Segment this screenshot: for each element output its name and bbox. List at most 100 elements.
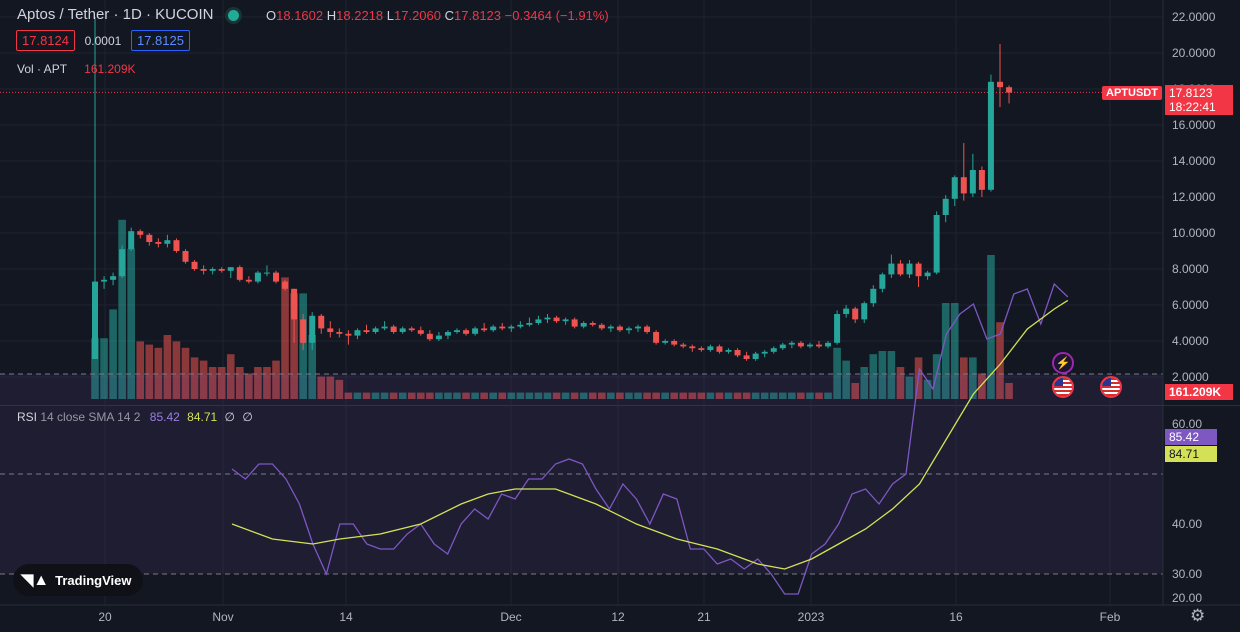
volume-bar bbox=[806, 392, 814, 399]
us-flag-event-icon[interactable] bbox=[1052, 376, 1074, 398]
volume-bar bbox=[652, 392, 660, 399]
volume-bar bbox=[543, 392, 552, 399]
candle-body bbox=[463, 330, 470, 334]
candle-body bbox=[788, 342, 795, 345]
candle-body bbox=[933, 215, 940, 273]
volume-bar bbox=[417, 392, 425, 399]
candle-body bbox=[969, 170, 976, 194]
sma-axis-label: 84.71 bbox=[1165, 446, 1217, 462]
candle-body bbox=[164, 240, 171, 244]
candle-body bbox=[426, 333, 433, 340]
ticker-label: APTUSDT bbox=[1102, 86, 1162, 100]
volume-bar bbox=[127, 248, 135, 399]
volume-axis-label: 161.209K bbox=[1165, 384, 1233, 400]
candle-body bbox=[707, 346, 714, 350]
candle-body bbox=[825, 342, 832, 347]
candle-body bbox=[915, 263, 922, 277]
settings-gear-icon[interactable]: ⚙ bbox=[1190, 606, 1206, 625]
time-tick-label: 20 bbox=[98, 610, 112, 624]
candle-body bbox=[689, 346, 696, 349]
candle-body bbox=[761, 351, 768, 354]
sell-button[interactable]: 17.8124 bbox=[16, 30, 75, 51]
buy-button[interactable]: 17.8125 bbox=[130, 30, 190, 51]
candle-body bbox=[861, 303, 868, 320]
volume-bar bbox=[335, 379, 344, 399]
volume-bar bbox=[136, 341, 145, 399]
candle-body bbox=[336, 332, 343, 334]
volume-bar bbox=[788, 392, 796, 399]
volume-bar bbox=[317, 376, 326, 399]
rsi-line bbox=[231, 282, 1069, 595]
volume-bar bbox=[869, 354, 878, 399]
volume-bar bbox=[579, 392, 588, 399]
volume-bar bbox=[842, 360, 850, 399]
price-tick-label: 4.0000 bbox=[1172, 334, 1209, 348]
volume-bar bbox=[190, 357, 199, 399]
us-flag-event-icon-2[interactable] bbox=[1100, 376, 1122, 398]
volume-bar bbox=[462, 392, 470, 399]
candle-body bbox=[716, 346, 723, 352]
tradingview-logo[interactable]: ⁠◥▲ TradingView bbox=[13, 564, 144, 596]
ohlc-legend: O18.1602 H18.2218 L17.2060 C17.8123 −0.3… bbox=[266, 8, 609, 23]
time-tick-label: 16 bbox=[949, 610, 963, 624]
rsi-tick-label: 20.00 bbox=[1172, 591, 1202, 605]
volume-bar bbox=[941, 303, 950, 399]
price-tick-label: 14.0000 bbox=[1172, 154, 1216, 168]
time-tick-label: 21 bbox=[697, 610, 711, 624]
low-value: 17.2060 bbox=[394, 8, 441, 23]
rsi-tick-label: 60.00 bbox=[1172, 417, 1202, 431]
symbol-legend: Aptos / Tether · 1D · KUCOIN bbox=[17, 6, 239, 23]
volume-legend: Vol · APT 161.209K bbox=[17, 62, 136, 76]
volume-bar bbox=[797, 392, 805, 399]
candle-body bbox=[997, 81, 1003, 88]
volume-bar bbox=[960, 357, 968, 399]
volume-bar bbox=[851, 383, 859, 399]
volume-bar bbox=[561, 392, 570, 399]
rsi-axis-label: 85.42 bbox=[1165, 429, 1217, 445]
rsi-sma-line bbox=[231, 299, 1069, 570]
price-tick-label: 2.0000 bbox=[1172, 370, 1209, 384]
volume-bar bbox=[254, 367, 262, 399]
candle-body bbox=[155, 242, 162, 244]
volume-bar bbox=[769, 392, 778, 399]
candle-body bbox=[1006, 87, 1013, 93]
close-value: 17.8123 bbox=[454, 8, 502, 23]
change-value: −0.3464 (−1.91%) bbox=[504, 8, 609, 23]
candle-body bbox=[182, 251, 189, 262]
candle-body bbox=[589, 323, 596, 325]
candle-body bbox=[897, 263, 904, 275]
volume-bar bbox=[444, 392, 452, 399]
symbol-title[interactable]: Aptos / Tether · 1D · KUCOIN bbox=[17, 6, 214, 23]
price-tick-label: 8.0000 bbox=[1172, 262, 1209, 276]
volume-bar bbox=[118, 219, 126, 399]
countdown-label: 18:22:41 bbox=[1169, 100, 1216, 114]
candle-body bbox=[870, 288, 877, 304]
candle-body bbox=[472, 328, 479, 334]
candle-body bbox=[508, 326, 515, 329]
candle-body bbox=[797, 342, 804, 347]
candle-body bbox=[888, 263, 895, 275]
candle-body bbox=[363, 330, 370, 332]
volume-bar bbox=[236, 367, 244, 399]
volume-bar bbox=[643, 392, 651, 399]
trade-buttons: 17.8124 0.0001 17.8125 bbox=[16, 30, 190, 51]
volume-bar bbox=[724, 392, 733, 399]
candle-body bbox=[816, 344, 822, 347]
lightning-event-icon[interactable]: ⚡ bbox=[1052, 352, 1074, 374]
candle-body bbox=[671, 341, 678, 345]
price-tick-label: 12.0000 bbox=[1172, 190, 1216, 204]
volume-bar bbox=[272, 360, 280, 399]
volume-legend-value: 161.209K bbox=[84, 62, 136, 76]
candle-body bbox=[354, 330, 361, 336]
price-tick-label: 10.0000 bbox=[1172, 226, 1216, 240]
volume-bar bbox=[407, 392, 416, 399]
candle-body bbox=[218, 269, 225, 271]
volume-bar bbox=[353, 392, 362, 399]
candle-body bbox=[417, 330, 424, 334]
volume-bar bbox=[426, 392, 434, 399]
volume-bar bbox=[887, 351, 896, 399]
time-tick-label: 12 bbox=[611, 610, 625, 624]
candle-body bbox=[110, 276, 117, 280]
